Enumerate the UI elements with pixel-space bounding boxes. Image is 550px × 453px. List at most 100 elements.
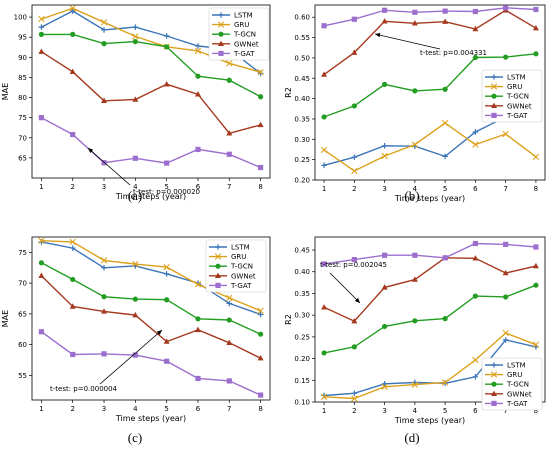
data-point — [381, 380, 388, 387]
data-point — [442, 8, 448, 14]
x-tick-label: 2 — [352, 185, 356, 193]
series-line — [41, 7, 261, 73]
arrow-head — [88, 148, 94, 153]
data-point — [321, 162, 327, 169]
series-line — [323, 7, 536, 27]
data-point — [381, 152, 388, 160]
plot-frame — [31, 236, 271, 401]
series-t-gat — [38, 329, 264, 398]
series-t-gcn — [321, 282, 539, 356]
x-tick-label: 5 — [443, 185, 447, 193]
y-tick-label: 95 — [18, 34, 27, 42]
x-tick-label: 5 — [164, 183, 168, 191]
plot-frame — [314, 4, 546, 181]
series-line — [41, 240, 261, 312]
annotation-arrow — [329, 272, 361, 304]
x-tick-label: 8 — [258, 405, 262, 413]
data-point — [472, 8, 478, 15]
series-line — [323, 53, 536, 118]
y-tick-label: 0.30 — [294, 136, 310, 144]
y-tick-label: 0.45 — [294, 75, 310, 83]
legend-label: T-GCN — [506, 381, 529, 389]
series-line — [41, 262, 261, 335]
data-point — [132, 352, 138, 358]
data-point — [226, 300, 233, 307]
data-point — [503, 5, 509, 11]
data-point — [194, 47, 202, 55]
data-point — [132, 24, 139, 30]
x-tick-label: 5 — [164, 405, 168, 413]
data-point — [351, 103, 357, 109]
data-point — [321, 114, 327, 120]
x-tick-label: 8 — [534, 407, 538, 415]
x-tick-label: 7 — [227, 183, 231, 191]
data-point — [164, 160, 170, 166]
series-line — [323, 257, 537, 323]
legend-marker — [490, 83, 498, 90]
y-tick-label: 55 — [18, 372, 27, 380]
legend-marker — [218, 40, 224, 46]
data-point — [101, 160, 107, 166]
y-tick-label: 85 — [18, 74, 27, 82]
legend-label: LSTM — [507, 362, 526, 370]
data-point — [69, 5, 76, 12]
x-axis-label: Time steps (year) — [394, 416, 465, 425]
data-point — [38, 15, 45, 23]
legend-label: T-GAT — [506, 400, 528, 408]
y-tick-label: 0.40 — [294, 268, 310, 276]
series-line — [40, 275, 261, 359]
chart-panel-c: 55 60 65 70 75 1 2 3 4 5 6 7 8 Time steps (year) MAE LS… — [1, 236, 271, 445]
y-axis-label: R2 — [284, 87, 293, 98]
arrow-head — [354, 297, 360, 303]
data-point — [38, 329, 44, 335]
data-point — [472, 141, 479, 148]
data-point — [38, 48, 45, 54]
series-t-gcn — [38, 31, 264, 100]
data-point — [351, 256, 357, 263]
data-point — [411, 276, 418, 282]
data-point — [38, 115, 44, 121]
x-tick-label: 1 — [39, 405, 43, 413]
data-point — [381, 18, 388, 24]
data-point — [226, 60, 233, 67]
x-tick-label: 4 — [133, 405, 138, 413]
legend-label: T-GAT — [233, 50, 255, 58]
data-point — [257, 68, 264, 76]
data-point — [257, 354, 264, 361]
series-line — [324, 332, 537, 400]
data-point — [533, 282, 539, 288]
legend-marker — [491, 93, 497, 99]
data-point — [69, 245, 76, 251]
data-point — [258, 94, 264, 100]
y-tick-label: 0.20 — [294, 355, 310, 363]
x-tick-label: 4 — [413, 407, 418, 415]
data-point — [381, 284, 388, 290]
panel-label: (d) — [404, 430, 419, 445]
data-point — [258, 392, 264, 398]
series-line — [40, 331, 261, 396]
x-tick-label: 2 — [352, 407, 356, 415]
x-tick-label: 8 — [258, 183, 262, 191]
data-point — [320, 393, 328, 400]
x-tick-label: 5 — [443, 407, 447, 415]
x-tick-label: 7 — [503, 407, 507, 415]
x-tick-label: 1 — [322, 407, 326, 415]
data-point — [38, 260, 44, 266]
annotation-text: t-test: p=0.000004 — [50, 385, 118, 393]
y-tick-label: 100 — [14, 14, 27, 22]
series-line — [324, 242, 536, 265]
legend-label: GRU — [507, 371, 522, 379]
series-line — [41, 51, 261, 135]
x-tick-label: 2 — [70, 405, 74, 413]
y-tick-label: 0.50 — [294, 54, 310, 62]
data-point — [132, 155, 138, 161]
x-tick-label: 7 — [227, 405, 231, 413]
x-tick-label: 1 — [39, 183, 43, 191]
data-point — [226, 339, 233, 345]
data-point — [258, 164, 264, 171]
data-point — [382, 323, 388, 330]
data-point — [351, 390, 358, 397]
x-tick-label: 2 — [70, 183, 74, 191]
data-point — [164, 358, 170, 364]
x-axis-label: Time steps (year) — [115, 192, 186, 201]
